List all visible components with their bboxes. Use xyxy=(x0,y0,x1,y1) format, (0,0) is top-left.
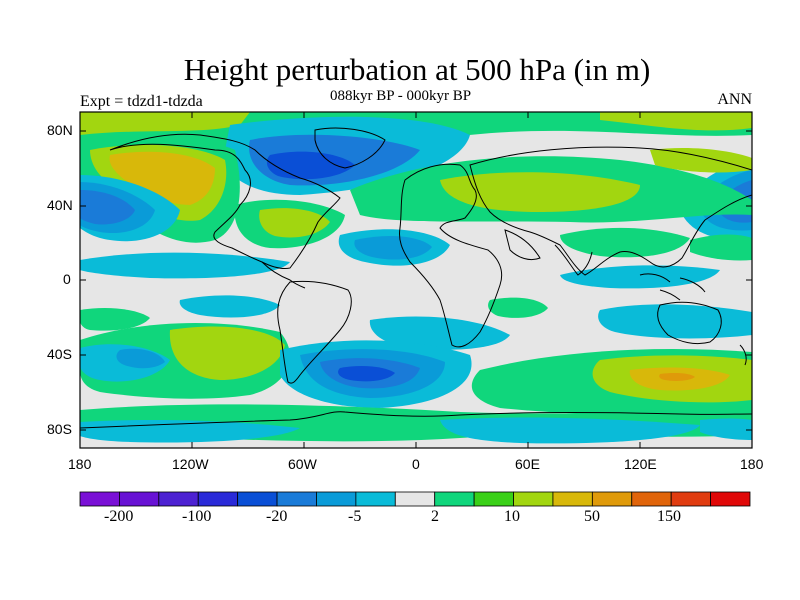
colorbar-swatch xyxy=(355,491,396,507)
colorbar-swatch xyxy=(552,491,593,507)
eastpac-trop-green xyxy=(690,234,752,261)
colorbar-label-neg200: -200 xyxy=(104,508,134,525)
new-zealand-coast xyxy=(739,344,747,366)
coastlines xyxy=(80,127,752,429)
namerica-lime xyxy=(259,208,330,238)
colorbar xyxy=(79,491,751,507)
lon-label-180w: 180 xyxy=(68,456,92,472)
arctic-lime xyxy=(80,112,250,135)
colorbar-label-2: 2 xyxy=(431,508,439,525)
asia-coast xyxy=(469,146,752,276)
axis-ticks xyxy=(80,112,752,448)
eurasia-lime2 xyxy=(650,147,752,173)
lon-label-120e: 120E xyxy=(624,456,657,472)
se-asia-islands xyxy=(639,273,706,301)
asia-green xyxy=(560,227,690,258)
colorbar-swatch xyxy=(197,491,239,507)
troppac-lightblue xyxy=(80,252,290,279)
colorbar-swatch xyxy=(158,491,199,507)
colorbar-swatch xyxy=(394,491,436,507)
lat-label-80n: 80N xyxy=(47,122,73,138)
arabia-coast xyxy=(504,229,541,261)
colorbar-label-neg20: -20 xyxy=(266,508,288,525)
lat-label-80s: 80S xyxy=(47,421,72,437)
colorbar-swatch xyxy=(631,491,672,507)
india-coast xyxy=(554,244,593,276)
antarctic-lightblue2 xyxy=(440,417,700,444)
lon-label-60e: 60E xyxy=(515,456,540,472)
chart-title: Height perturbation at 500 hPa (in m) xyxy=(183,52,651,87)
india-lightblue xyxy=(560,265,720,289)
colorbar-label-10: 10 xyxy=(504,508,520,525)
lat-label-40s: 40S xyxy=(47,346,72,362)
colorbar-swatch xyxy=(434,491,475,507)
s-atlantic-lightblue xyxy=(369,316,510,350)
australia-coast xyxy=(657,301,722,345)
antarctica-coast xyxy=(80,411,752,429)
eurasia-lime xyxy=(440,172,640,212)
tropatl-blue xyxy=(354,235,432,260)
lon-label-0: 0 xyxy=(412,456,420,472)
colorbar-swatch xyxy=(710,491,751,507)
greenland-darkblue xyxy=(266,151,355,180)
colorbar-swatch xyxy=(316,491,357,507)
pacific-mustard xyxy=(109,151,215,205)
colorbar-swatch xyxy=(670,491,711,507)
colorbar-label-neg100: -100 xyxy=(182,508,212,525)
central-america-coast xyxy=(261,261,306,289)
lat-label-40n: 40N xyxy=(47,197,73,213)
contour-field xyxy=(80,112,752,448)
europe-africa-coast xyxy=(399,163,503,348)
s-indian-green xyxy=(488,297,548,318)
south-america-coast xyxy=(277,280,352,384)
arctic-lime-east xyxy=(600,112,752,131)
colorbar-label-150: 150 xyxy=(657,508,681,525)
lon-label-60w: 60W xyxy=(288,456,317,472)
lon-label-120w: 120W xyxy=(172,456,209,472)
westpac-midblue xyxy=(80,190,135,225)
lon-label-180e: 180 xyxy=(740,456,764,472)
season-label: ANN xyxy=(717,91,752,108)
colorbar-swatch xyxy=(591,491,633,507)
colorbar-swatch xyxy=(119,491,160,507)
colorbar-swatch xyxy=(237,491,278,507)
colorbar-swatch xyxy=(79,491,120,507)
lat-label-0: 0 xyxy=(63,271,71,287)
greenland-coast xyxy=(314,127,386,169)
s-pacific-green-west xyxy=(80,307,150,331)
colorbar-swatch xyxy=(513,491,554,507)
so-west-blue2 xyxy=(116,348,165,369)
north-america-coast xyxy=(109,133,341,269)
experiment-label: Expt = tdzd1-tdzda xyxy=(80,93,203,110)
chart-subtitle: 088kyr BP - 000kyr BP xyxy=(330,88,472,104)
so-atl-darkblue xyxy=(338,365,395,382)
antarctic-lightblue3 xyxy=(700,418,752,440)
so-east-orange xyxy=(659,373,695,381)
colorbar-swatch xyxy=(276,491,317,507)
s-tropical-lightblue xyxy=(179,295,280,318)
s-pacific-lightblue xyxy=(598,304,752,339)
so-west-lime xyxy=(169,326,285,380)
colorbar-label-neg5: -5 xyxy=(348,508,362,525)
colorbar-label-50: 50 xyxy=(584,508,600,525)
colorbar-swatch xyxy=(473,491,514,507)
